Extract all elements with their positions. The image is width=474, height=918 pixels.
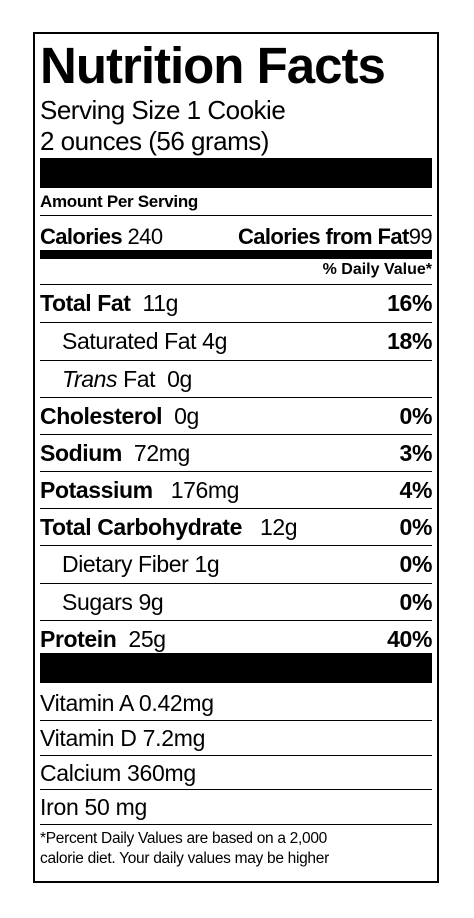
nutrient-daily-value: 16% xyxy=(387,290,432,316)
nutrient-amount: 25g xyxy=(128,626,166,652)
nutrient-daily-value: 0% xyxy=(399,589,433,615)
nutrient-name: Sugars xyxy=(62,589,133,615)
calories-from-fat-label: Calories from Fat xyxy=(237,224,409,249)
nutrient-amount: 11g xyxy=(142,290,179,316)
daily-value-header: % Daily Value* xyxy=(322,261,432,278)
nutrient-row-trans-fat: Trans Fat 0g xyxy=(40,361,432,398)
nutrient-amount: 12g xyxy=(259,514,298,540)
divider xyxy=(40,397,432,398)
nutrient-name-italic: Trans xyxy=(62,366,118,392)
amount-per-serving: Amount Per Serving xyxy=(40,192,199,211)
nutrient-row-total-fat: Total Fat 11g 16% xyxy=(40,285,432,322)
nutrition-label: Nutrition Facts Serving Size 1 Cookie 2 … xyxy=(33,32,439,883)
nutrient-name: Total Fat xyxy=(40,290,131,316)
calories-row: Calories 240 Calories from Fat99 xyxy=(40,223,433,251)
nutrient-amount: 4g xyxy=(202,328,227,354)
nutrient-daily-value: 0% xyxy=(399,551,433,577)
divider xyxy=(40,360,432,361)
nutrient-row-sugars: Sugars 9g 0% xyxy=(40,584,432,621)
divider xyxy=(40,720,432,721)
divider xyxy=(40,508,432,509)
vitamin-row: Vitamin D 7.2mg xyxy=(40,725,206,751)
calories-value: 240 xyxy=(127,224,164,249)
calories-from-fat-value: 99 xyxy=(408,224,433,249)
calories-label: Calories xyxy=(40,224,123,249)
nutrient-name: Dietary Fiber xyxy=(62,551,189,577)
divider xyxy=(40,471,432,472)
serving-weight: 2 ounces (56 grams) xyxy=(40,126,269,156)
divider xyxy=(40,583,432,584)
nutrient-name: Potassium xyxy=(40,477,153,503)
divider xyxy=(40,620,432,621)
footnote-line: *Percent Daily Values are based on a 2,0… xyxy=(40,830,327,847)
nutrient-row-dietary-fiber: Dietary Fiber 1g 0% xyxy=(40,546,432,583)
footnote: *Percent Daily Values are based on a 2,0… xyxy=(40,829,432,869)
nutrient-name: Protein xyxy=(40,626,117,652)
nutrient-name: Fat xyxy=(123,366,156,392)
nutrition-label-body: Nutrition Facts Serving Size 1 Cookie 2 … xyxy=(40,34,433,881)
nutrient-daily-value: 40% xyxy=(387,626,432,652)
nutrient-row-potassium: Potassium 176mg 4% xyxy=(40,472,432,509)
nutrient-name: Saturated Fat xyxy=(62,328,197,354)
nutrient-row-total-carbohydrate: Total Carbohydrate 12g 0% xyxy=(40,509,432,546)
nutrient-daily-value: 3% xyxy=(399,440,433,466)
thick-divider-bottom xyxy=(40,653,432,683)
nutrient-amount: 0g xyxy=(174,403,199,429)
nutrient-row-saturated-fat: Saturated Fat 4g 18% xyxy=(40,323,432,360)
divider xyxy=(40,322,432,323)
medium-divider xyxy=(40,250,432,259)
divider xyxy=(40,434,432,435)
divider xyxy=(40,824,432,825)
nutrient-row-protein: Protein 25g 40% xyxy=(40,621,432,658)
nutrient-daily-value: 4% xyxy=(399,477,433,503)
nutrient-daily-value: 18% xyxy=(387,328,432,354)
nutrient-name: Sodium xyxy=(40,440,122,466)
nutrient-name: Cholesterol xyxy=(40,403,163,429)
divider xyxy=(40,545,432,546)
nutrient-amount: 1g xyxy=(194,551,220,577)
nutrient-row-sodium: Sodium 72mg 3% xyxy=(40,435,432,472)
divider xyxy=(40,789,432,790)
nutrient-row-cholesterol: Cholesterol 0g 0% xyxy=(40,398,432,435)
footnote-line: calorie diet. Your daily values may be h… xyxy=(40,850,329,867)
nutrient-amount: 176mg xyxy=(170,477,240,503)
nutrient-amount: 72mg xyxy=(133,440,190,466)
nutrient-amount: 0g xyxy=(167,366,192,392)
divider xyxy=(40,755,432,756)
serving-size: Serving Size 1 Cookie xyxy=(40,95,286,125)
nutrient-daily-value: 0% xyxy=(399,403,433,429)
calories-from-fat: Calories from Fat99 xyxy=(237,223,433,251)
nutrient-amount: 9g xyxy=(138,589,164,615)
vitamin-row: Iron 50 mg xyxy=(40,794,147,820)
nutrient-daily-value: 0% xyxy=(399,514,433,540)
vitamin-row: Calcium 360mg xyxy=(40,760,196,786)
divider xyxy=(40,284,432,285)
label-title: Nutrition Facts xyxy=(40,37,386,94)
thick-divider-top xyxy=(40,158,432,188)
nutrient-name: Total Carbohydrate xyxy=(40,514,242,540)
vitamin-row: Vitamin A 0.42mg xyxy=(40,690,214,716)
divider xyxy=(40,215,432,216)
